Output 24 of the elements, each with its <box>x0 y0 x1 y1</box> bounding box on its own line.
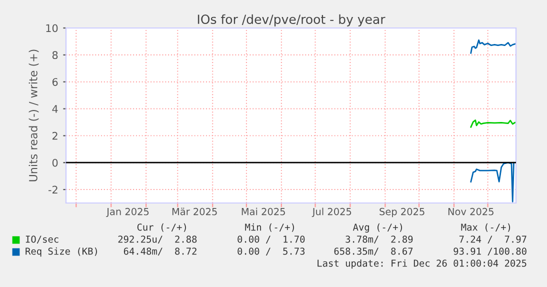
legend-label: IO/sec <box>26 236 58 244</box>
text: 292.25u/ 2.88 0.00 / 1.70 3.78m/ 2.89 7.24 / 7.97 <box>118 236 526 244</box>
text: Cur (-/+) Min (-/+) Avg (-/+) Max (-/+) <box>137 223 510 233</box>
y-tick-label: 8 <box>52 51 58 60</box>
y-tick-label: 2 <box>52 132 58 140</box>
text: Last update: Fri Dec 26 01:00:04 2025 <box>318 259 526 269</box>
x-tick-label: Jul 2025 <box>312 208 352 218</box>
line-series <box>470 120 516 128</box>
line-series <box>470 39 516 54</box>
y-tick-label: 4 <box>52 105 58 113</box>
y-tick-label: 10 <box>46 24 58 32</box>
text: 64.48m/ 8.72 0.00 / 5.73 658.35m/ 8.67 93.91 /100.80 <box>124 248 526 256</box>
y-tick-label: 0 <box>52 158 58 167</box>
line-series <box>470 162 514 202</box>
x-tick-label: Jan 2025 <box>106 208 149 218</box>
y-tick-label: 6 <box>52 78 58 86</box>
x-tick-label: Mai 2025 <box>242 208 285 216</box>
legend-label: Req Size (KB) <box>26 247 97 257</box>
chart-title: IOs for /dev/pve/root - by year <box>198 14 386 26</box>
x-tick-label: Nov 2025 <box>448 208 494 216</box>
x-tick-label: Sep 2025 <box>380 208 424 218</box>
y-tick-label: -2 <box>48 186 58 194</box>
y-axis-title: Units read (-) / write (+) <box>28 50 39 182</box>
x-tick-label: Mär 2025 <box>172 208 217 216</box>
